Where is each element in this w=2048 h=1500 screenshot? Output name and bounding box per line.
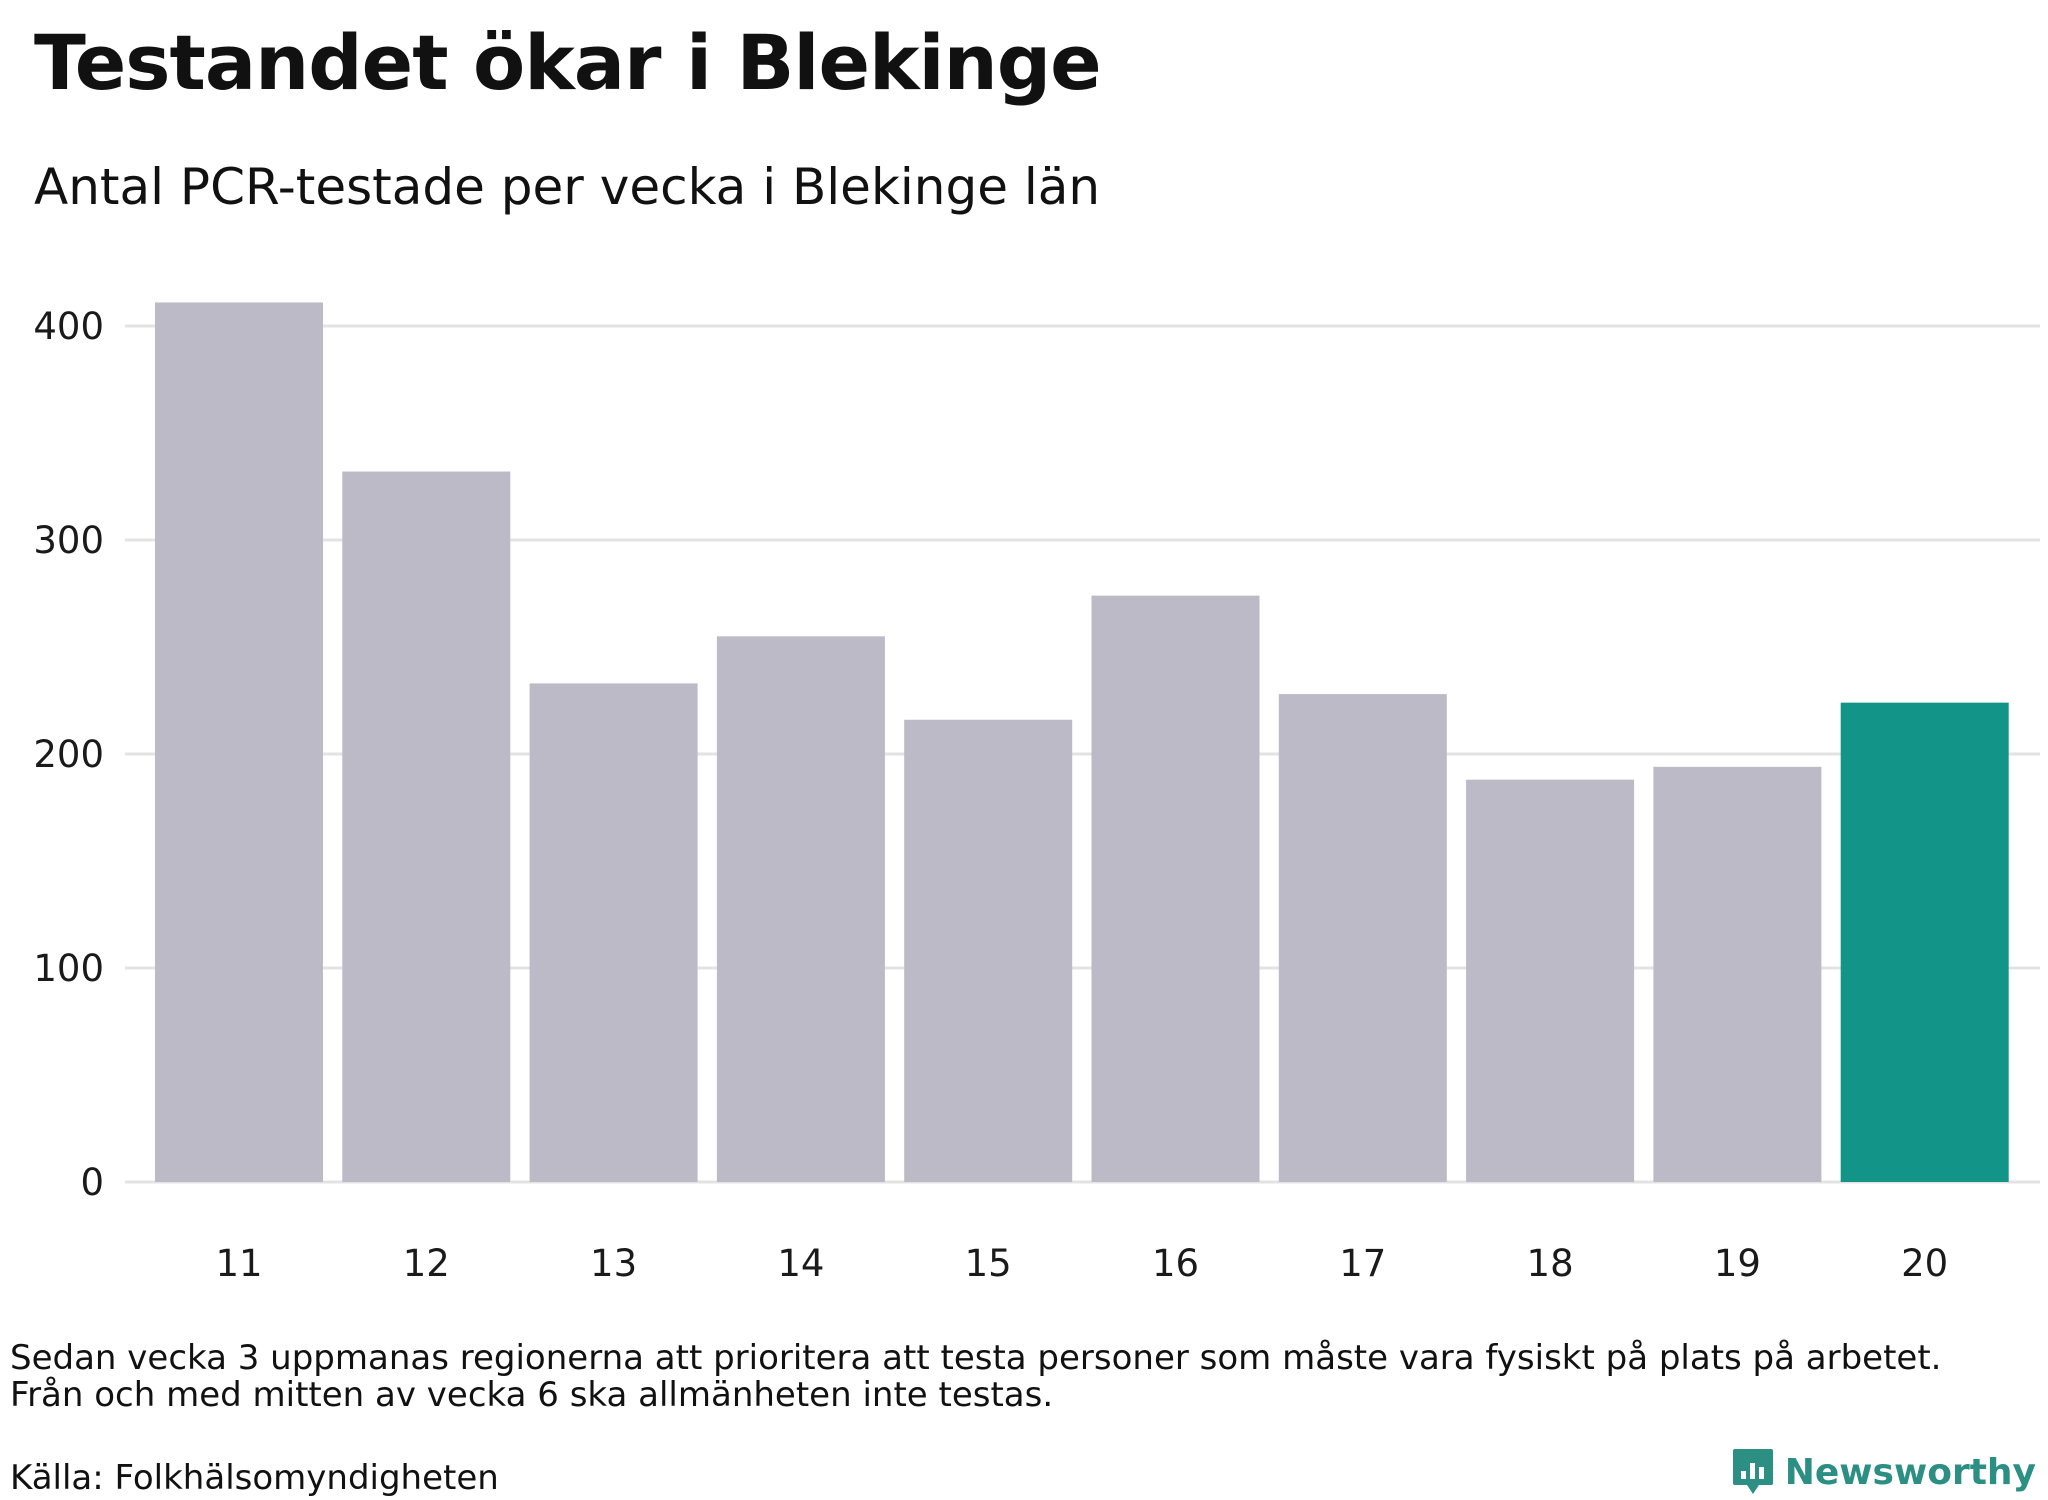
- y-tick-label: 300: [33, 519, 104, 562]
- bar-week-15: [904, 719, 1073, 1182]
- bar-week-18: [1466, 779, 1635, 1182]
- chart-title: Testandet ökar i Blekinge: [34, 18, 1102, 107]
- bar-week-13: [529, 683, 698, 1182]
- y-axis-ticks: 0 100 200 300 400: [33, 305, 104, 1204]
- bar-week-16: [1091, 595, 1260, 1182]
- bar-chart: 0 100 200 300 400 11 12 13 14 15 16 17 18 19 20: [33, 302, 2040, 1285]
- bar-chart-speech-bubble-icon: [1732, 1449, 1773, 1494]
- bar-week-17: [1278, 694, 1447, 1182]
- y-tick-label: 100: [33, 947, 104, 990]
- footnote-line: Från och med mitten av vecka 6 ska allmä…: [10, 1375, 1054, 1415]
- brand-logo: Newsworthy: [1731, 1447, 2036, 1497]
- x-tick-label: 16: [1152, 1242, 1199, 1285]
- y-tick-label: 0: [80, 1161, 104, 1204]
- chart-subtitle: Antal PCR-testade per vecka i Blekinge l…: [34, 158, 1101, 216]
- x-tick-label: 20: [1901, 1242, 1948, 1285]
- bar-week-19: [1653, 766, 1822, 1182]
- bar-week-11: [155, 302, 323, 1183]
- bar-week-20: [1840, 702, 2009, 1182]
- source-credit: Källa: Folkhälsomyndigheten: [10, 1458, 499, 1498]
- bar-week-12: [342, 471, 511, 1182]
- x-tick-label: 19: [1714, 1242, 1761, 1285]
- y-tick-label: 400: [33, 305, 104, 348]
- x-tick-label: 13: [590, 1242, 637, 1285]
- x-tick-label: 12: [403, 1242, 450, 1285]
- footnote-line: Sedan vecka 3 uppmanas regionerna att pr…: [10, 1338, 1942, 1378]
- footnote: Sedan vecka 3 uppmanas regionerna att pr…: [10, 1340, 1941, 1414]
- x-tick-label: 15: [965, 1242, 1012, 1285]
- x-tick-label: 14: [777, 1242, 824, 1285]
- bars: [155, 302, 2009, 1183]
- x-axis-ticks: 11 12 13 14 15 16 17 18 19 20: [215, 1242, 1948, 1285]
- x-tick-label: 18: [1527, 1242, 1574, 1285]
- x-tick-label: 11: [215, 1242, 262, 1285]
- bar-week-14: [716, 636, 885, 1182]
- y-tick-label: 200: [33, 733, 104, 776]
- brand-name: Newsworthy: [1784, 1451, 2036, 1493]
- x-tick-label: 17: [1339, 1242, 1386, 1285]
